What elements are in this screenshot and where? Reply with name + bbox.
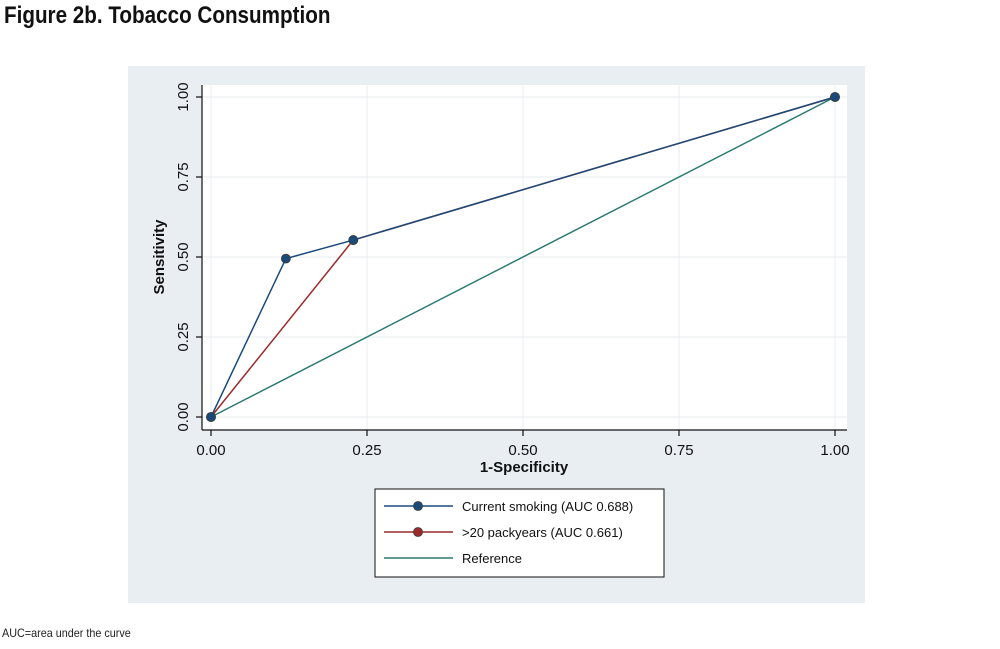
y-tick-label: 0.75 [175,162,192,191]
footnote: AUC=area under the curve [2,626,131,640]
axis-ticks: 0.00 0.25 0.50 0.75 1.00 0.00 0.25 0.50 0.75 1.00 [175,82,850,459]
y-tick-label: 0.25 [175,322,192,351]
x-tick-label: 0.00 [196,442,225,459]
x-tick-label: 0.75 [664,442,693,459]
series-marker [348,235,359,245]
roc-chart: 0.00 0.25 0.50 0.75 1.00 0.00 0.25 0.50 0.75 1.00… [128,66,865,603]
series-line [210,96,836,418]
legend-label: Current smoking (AUC 0.688) [462,499,633,514]
y-tick-label: 0.50 [175,242,192,271]
legend-label: Reference [462,551,522,566]
x-tick-label: 1.00 [820,442,849,459]
series-marker [830,92,840,102]
y-tick-label: 0.00 [175,402,192,431]
figure-title: Figure 2b. Tobacco Consumption [4,2,331,29]
legend-label: >20 packyears (AUC 0.661) [462,525,623,540]
series-markers [206,92,840,422]
x-tick-label: 0.50 [508,442,537,459]
legend-box [374,488,665,578]
x-tick-label: 0.25 [352,442,381,459]
legend: Current smoking (AUC 0.688) >20 packyears… [374,488,665,578]
legend-entries: Current smoking (AUC 0.688) >20 packyears… [384,499,633,566]
y-axis-title: Sensitivity [151,219,168,295]
legend-marker [413,527,423,537]
series-marker [206,412,216,422]
y-tick-label: 1.00 [175,82,192,111]
series-line [210,96,836,418]
legend-marker [413,501,423,511]
series-marker [280,253,291,264]
x-axis-title: 1-Specificity [480,459,569,476]
